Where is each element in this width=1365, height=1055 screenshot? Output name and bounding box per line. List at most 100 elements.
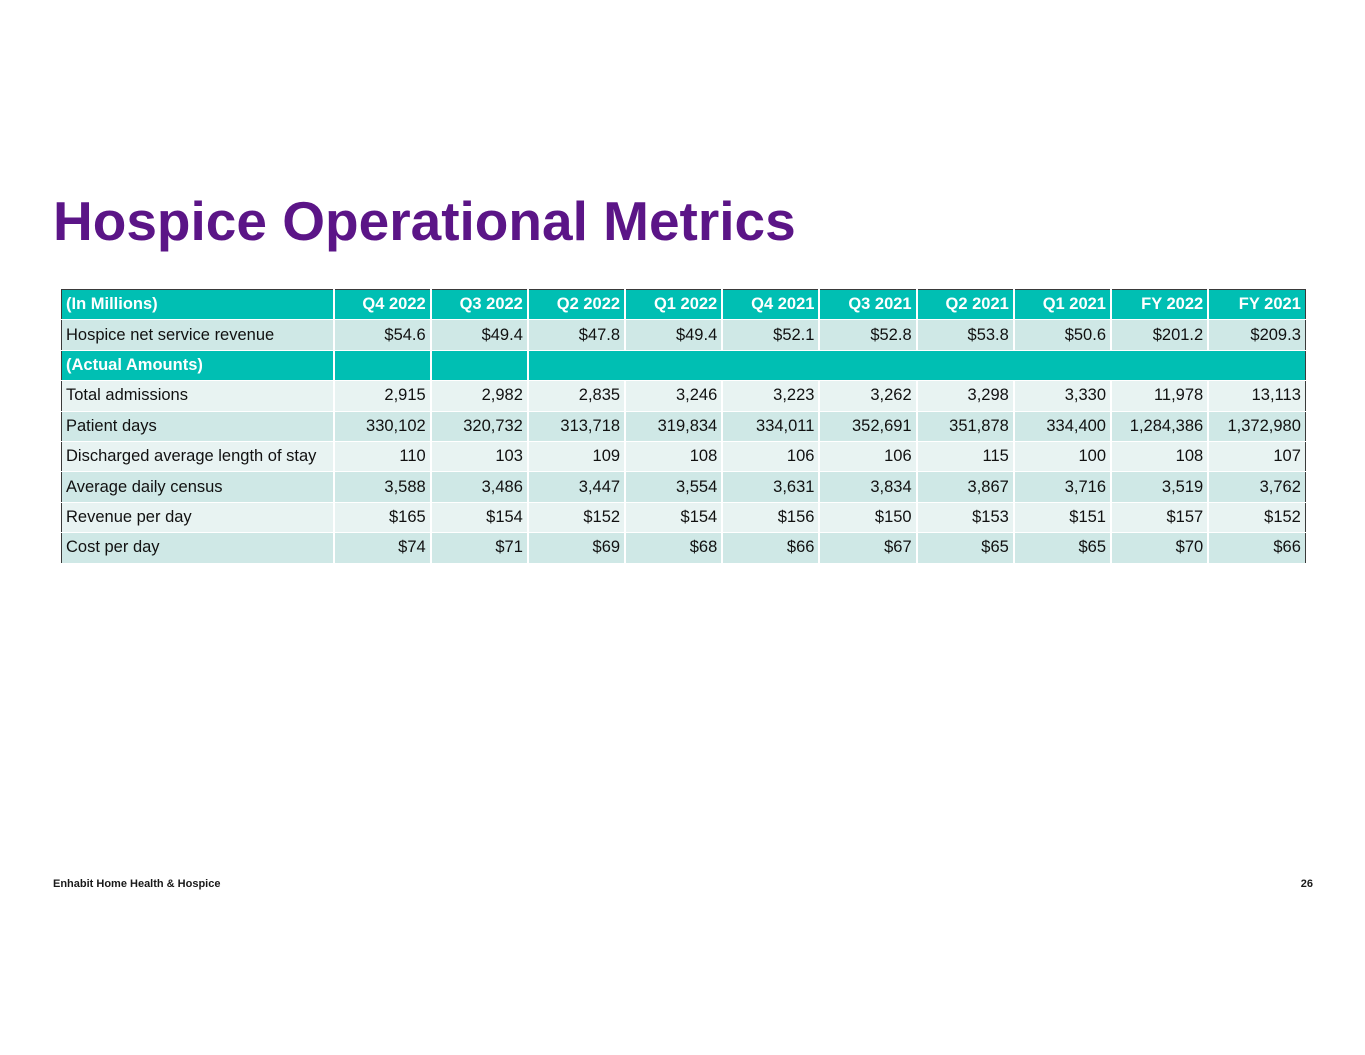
table-cell: 3,554 — [625, 471, 724, 503]
table-row: Average daily census 3,588 3,486 3,447 3… — [61, 471, 1306, 503]
row-label: Total admissions — [61, 380, 335, 412]
table-cell: 352,691 — [819, 411, 918, 442]
table-cell: 109 — [527, 441, 627, 473]
table-header-row: (In Millions) Q4 2022 Q3 2022 Q2 2022 Q1… — [61, 289, 1306, 321]
row-label: Patient days — [61, 411, 335, 442]
section-blank-cell — [333, 350, 432, 382]
table-cell: 334,400 — [1013, 411, 1113, 442]
table-cell: 103 — [430, 441, 529, 473]
table-cell: 351,878 — [916, 411, 1015, 442]
table-cell: 320,732 — [430, 411, 529, 442]
metrics-table: (In Millions) Q4 2022 Q3 2022 Q2 2022 Q1… — [61, 289, 1306, 564]
table-cell: $65 — [916, 532, 1015, 564]
table-row-revenue: Hospice net service revenue $54.6 $49.4 … — [61, 319, 1306, 351]
column-header: Q4 2022 — [333, 289, 432, 321]
table-cell: $71 — [430, 532, 529, 564]
table-cell: 3,834 — [819, 471, 918, 503]
table-row: Revenue per day $165 $154 $152 $154 $156… — [61, 502, 1306, 534]
section-blank-cell — [430, 350, 529, 382]
table-cell: 1,284,386 — [1111, 411, 1210, 442]
table-cell: 319,834 — [625, 411, 724, 442]
table-cell: $47.8 — [527, 319, 627, 351]
column-header: Q1 2021 — [1013, 289, 1113, 321]
table-cell: 3,330 — [1013, 380, 1113, 412]
table-row: Cost per day $74 $71 $69 $68 $66 $67 $65… — [61, 532, 1306, 564]
table-cell: 330,102 — [333, 411, 432, 442]
table-cell: $66 — [722, 532, 821, 564]
table-cell: 13,113 — [1208, 380, 1306, 412]
row-label: Cost per day — [61, 532, 335, 564]
slide-title: Hospice Operational Metrics — [53, 190, 796, 252]
column-header: Q1 2022 — [625, 289, 724, 321]
table-cell: 1,372,980 — [1208, 411, 1306, 442]
column-header: Q2 2022 — [527, 289, 627, 321]
table-cell: $65 — [1013, 532, 1113, 564]
footer-company: Enhabit Home Health & Hospice — [53, 878, 221, 890]
table-cell: 3,631 — [722, 471, 821, 503]
table-cell: $66 — [1208, 532, 1306, 564]
table-cell: 3,223 — [722, 380, 821, 412]
table-cell: $53.8 — [916, 319, 1015, 351]
row-label: Hospice net service revenue — [61, 319, 335, 351]
table-cell: $165 — [333, 502, 432, 534]
table-cell: 3,762 — [1208, 471, 1306, 503]
table-cell: 100 — [1013, 441, 1113, 473]
table-cell: $154 — [625, 502, 724, 534]
column-header: FY 2022 — [1111, 289, 1210, 321]
table-cell: $157 — [1111, 502, 1210, 534]
table-cell: $50.6 — [1013, 319, 1113, 351]
table-cell: $150 — [819, 502, 918, 534]
table-cell: $67 — [819, 532, 918, 564]
table-cell: 2,915 — [333, 380, 432, 412]
table-cell: $69 — [527, 532, 627, 564]
table-section-row: (Actual Amounts) — [61, 350, 1306, 382]
table-cell: 3,588 — [333, 471, 432, 503]
table-cell: 2,835 — [527, 380, 627, 412]
table-cell: 108 — [1111, 441, 1210, 473]
column-header: Q3 2022 — [430, 289, 529, 321]
table-cell: 107 — [1208, 441, 1306, 473]
table-cell: 3,486 — [430, 471, 529, 503]
table-cell: $154 — [430, 502, 529, 534]
column-header: Q2 2021 — [916, 289, 1015, 321]
table-cell: $201.2 — [1111, 319, 1210, 351]
row-label: Revenue per day — [61, 502, 335, 534]
column-header: FY 2021 — [1208, 289, 1306, 321]
column-header: Q3 2021 — [819, 289, 918, 321]
table-cell: $152 — [1208, 502, 1306, 534]
table-cell: $209.3 — [1208, 319, 1306, 351]
table-cell: 3,716 — [1013, 471, 1113, 503]
header-label: (In Millions) — [61, 289, 335, 321]
footer-page-number: 26 — [1300, 878, 1313, 890]
table-cell: 110 — [333, 441, 432, 473]
table-cell: $49.4 — [625, 319, 724, 351]
table-cell: 115 — [916, 441, 1015, 473]
row-label: Discharged average length of stay — [61, 441, 335, 473]
table-row: Patient days 330,102 320,732 313,718 319… — [61, 411, 1306, 442]
table-cell: $52.1 — [722, 319, 821, 351]
table-cell: $54.6 — [333, 319, 432, 351]
table-cell: 3,246 — [625, 380, 724, 412]
table-cell: 106 — [819, 441, 918, 473]
table-cell: $151 — [1013, 502, 1113, 534]
table-cell: 3,867 — [916, 471, 1015, 503]
table-cell: 3,298 — [916, 380, 1015, 412]
table-cell: 108 — [625, 441, 724, 473]
table-cell: 3,447 — [527, 471, 627, 503]
section-blank-cell — [527, 350, 1306, 382]
table-cell: 3,262 — [819, 380, 918, 412]
table-cell: $74 — [333, 532, 432, 564]
row-label: Average daily census — [61, 471, 335, 503]
table-cell: $70 — [1111, 532, 1210, 564]
table-cell: 11,978 — [1111, 380, 1210, 412]
table-row: Discharged average length of stay 110 10… — [61, 441, 1306, 473]
table-cell: 2,982 — [430, 380, 529, 412]
table-cell: $49.4 — [430, 319, 529, 351]
table-cell: $52.8 — [819, 319, 918, 351]
table-cell: 313,718 — [527, 411, 627, 442]
table-cell: $153 — [916, 502, 1015, 534]
table-cell: 3,519 — [1111, 471, 1210, 503]
table-cell: $156 — [722, 502, 821, 534]
table-row: Total admissions 2,915 2,982 2,835 3,246… — [61, 380, 1306, 412]
column-header: Q4 2021 — [722, 289, 821, 321]
